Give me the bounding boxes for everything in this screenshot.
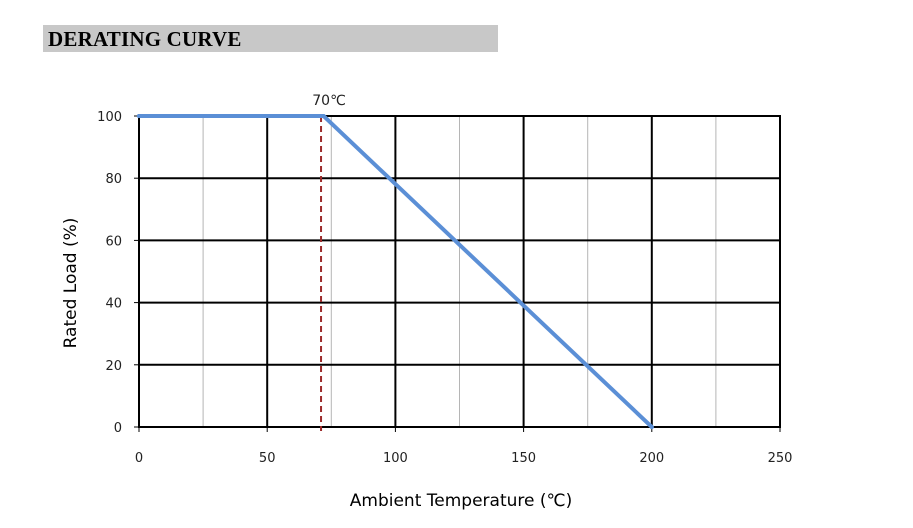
y-tick-label: 60 [105,234,122,249]
x-tick-label: 50 [259,451,276,466]
x-tick-label: 150 [511,451,536,466]
y-tick-label: 20 [105,359,122,374]
x-tick-label: 200 [639,451,664,466]
y-tick-label: 40 [105,297,122,312]
y-axis-title: Rated Load (%) [61,218,81,349]
data-point [649,425,654,429]
x-tick-label: 250 [768,451,793,466]
section-title: DERATING CURVE [48,27,242,51]
annotation-label: 70℃ [312,93,346,109]
x-axis-title: Ambient Temperature (℃) [350,491,572,511]
x-tick-label: 0 [135,451,143,466]
y-tick-label: 80 [105,172,122,187]
x-tick-label: 100 [383,451,408,466]
y-tick-label: 0 [114,421,122,436]
section-header: DERATING CURVE [43,25,498,52]
y-tick-label: 100 [97,110,122,125]
data-point [137,114,141,118]
plot-frame [138,115,781,428]
data-point [321,114,326,118]
